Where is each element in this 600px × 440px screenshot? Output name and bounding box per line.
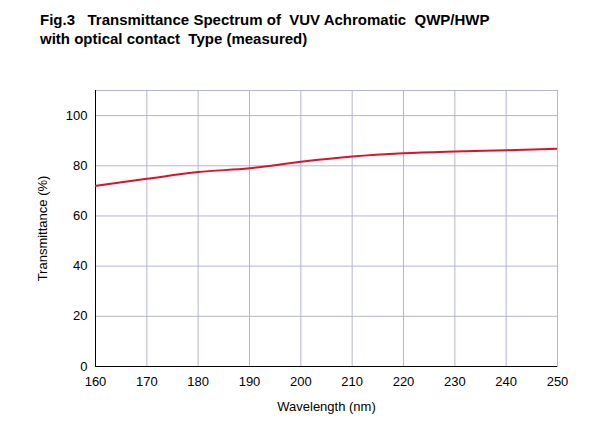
svg-text:60: 60 [73,208,87,223]
svg-text:0: 0 [80,359,87,374]
svg-text:250: 250 [547,374,569,389]
svg-text:240: 240 [495,374,517,389]
svg-text:190: 190 [239,374,261,389]
svg-text:160: 160 [85,374,107,389]
svg-text:80: 80 [73,158,87,173]
svg-text:200: 200 [290,374,312,389]
svg-text:220: 220 [393,374,415,389]
svg-text:230: 230 [444,374,466,389]
html-text:Fig.3 Transmittance Spectrum o: Fig.3 Transmittance Spectrum of VUV Achr… [40,11,490,47]
svg-text:100: 100 [66,108,88,123]
svg-text:170: 170 [136,374,158,389]
svg-text:40: 40 [73,258,87,273]
svg-text:Transmittance (%): Transmittance (%) [35,176,50,282]
svg-text:210: 210 [341,374,363,389]
svg-text:20: 20 [73,308,87,323]
svg-text:180: 180 [187,374,209,389]
svg-text:Wavelength (nm): Wavelength (nm) [277,399,376,414]
